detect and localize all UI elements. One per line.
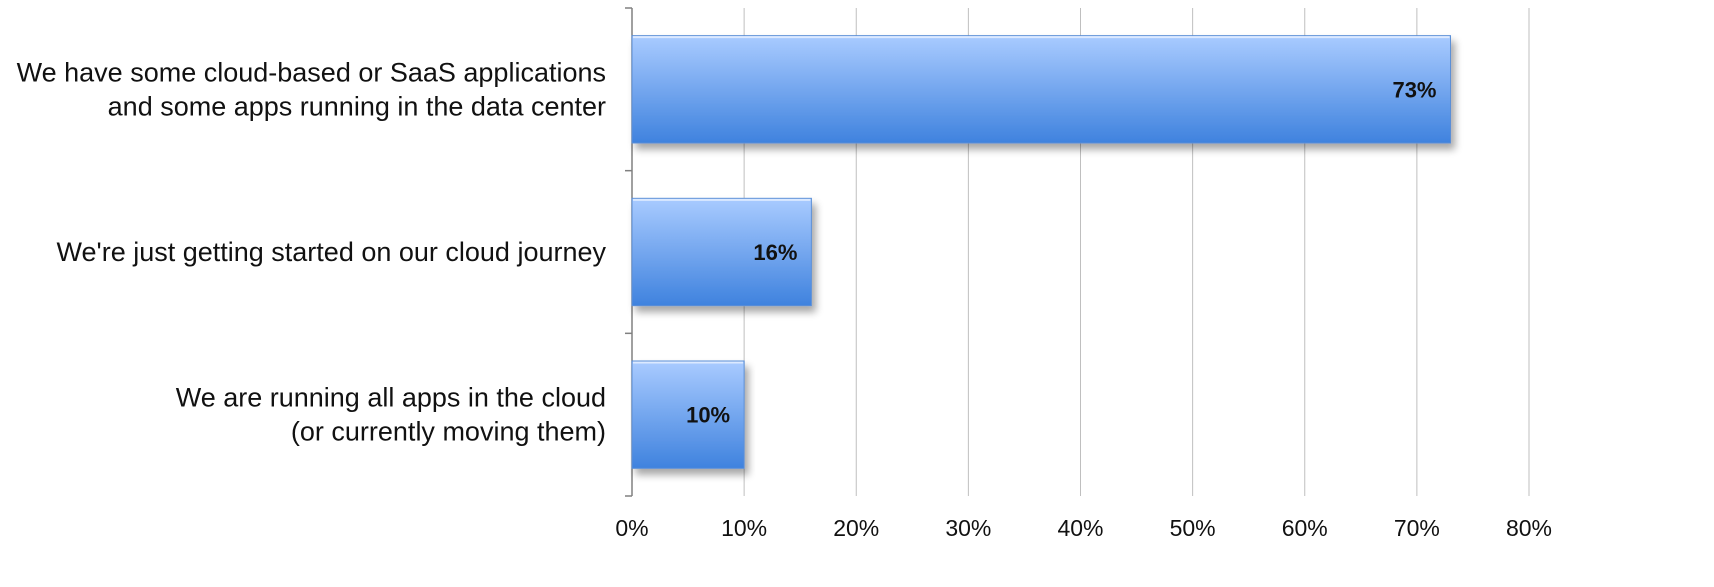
category-label: We are running all apps in the cloud xyxy=(176,383,606,413)
x-tick-label: 60% xyxy=(1282,515,1328,541)
x-tick-label: 40% xyxy=(1057,515,1103,541)
category-label: (or currently moving them) xyxy=(291,417,606,447)
bar xyxy=(631,35,1452,144)
x-tick-label: 10% xyxy=(721,515,767,541)
x-tick-label: 80% xyxy=(1506,515,1552,541)
bar xyxy=(631,197,812,307)
data-label: 16% xyxy=(753,240,797,265)
category-label: and some apps running in the data center xyxy=(108,91,606,121)
x-tick-label: 70% xyxy=(1394,515,1440,541)
category-label: We have some cloud-based or SaaS applica… xyxy=(17,57,606,87)
x-tick-label: 50% xyxy=(1170,515,1216,541)
data-label: 73% xyxy=(1392,77,1436,102)
x-tick-label: 30% xyxy=(945,515,991,541)
category-labels: We have some cloud-based or SaaS applica… xyxy=(17,57,607,446)
x-tick-label: 20% xyxy=(833,515,879,541)
data-label: 10% xyxy=(686,403,730,428)
bars: 73% 16% 10% xyxy=(631,35,1452,469)
x-tick-label: 0% xyxy=(615,515,648,541)
category-label: We're just getting started on our cloud … xyxy=(57,237,607,267)
bar xyxy=(631,360,745,469)
value-axis: 0% 10% 20% 30% 40% 50% 60% 70% 80% xyxy=(615,7,1552,541)
